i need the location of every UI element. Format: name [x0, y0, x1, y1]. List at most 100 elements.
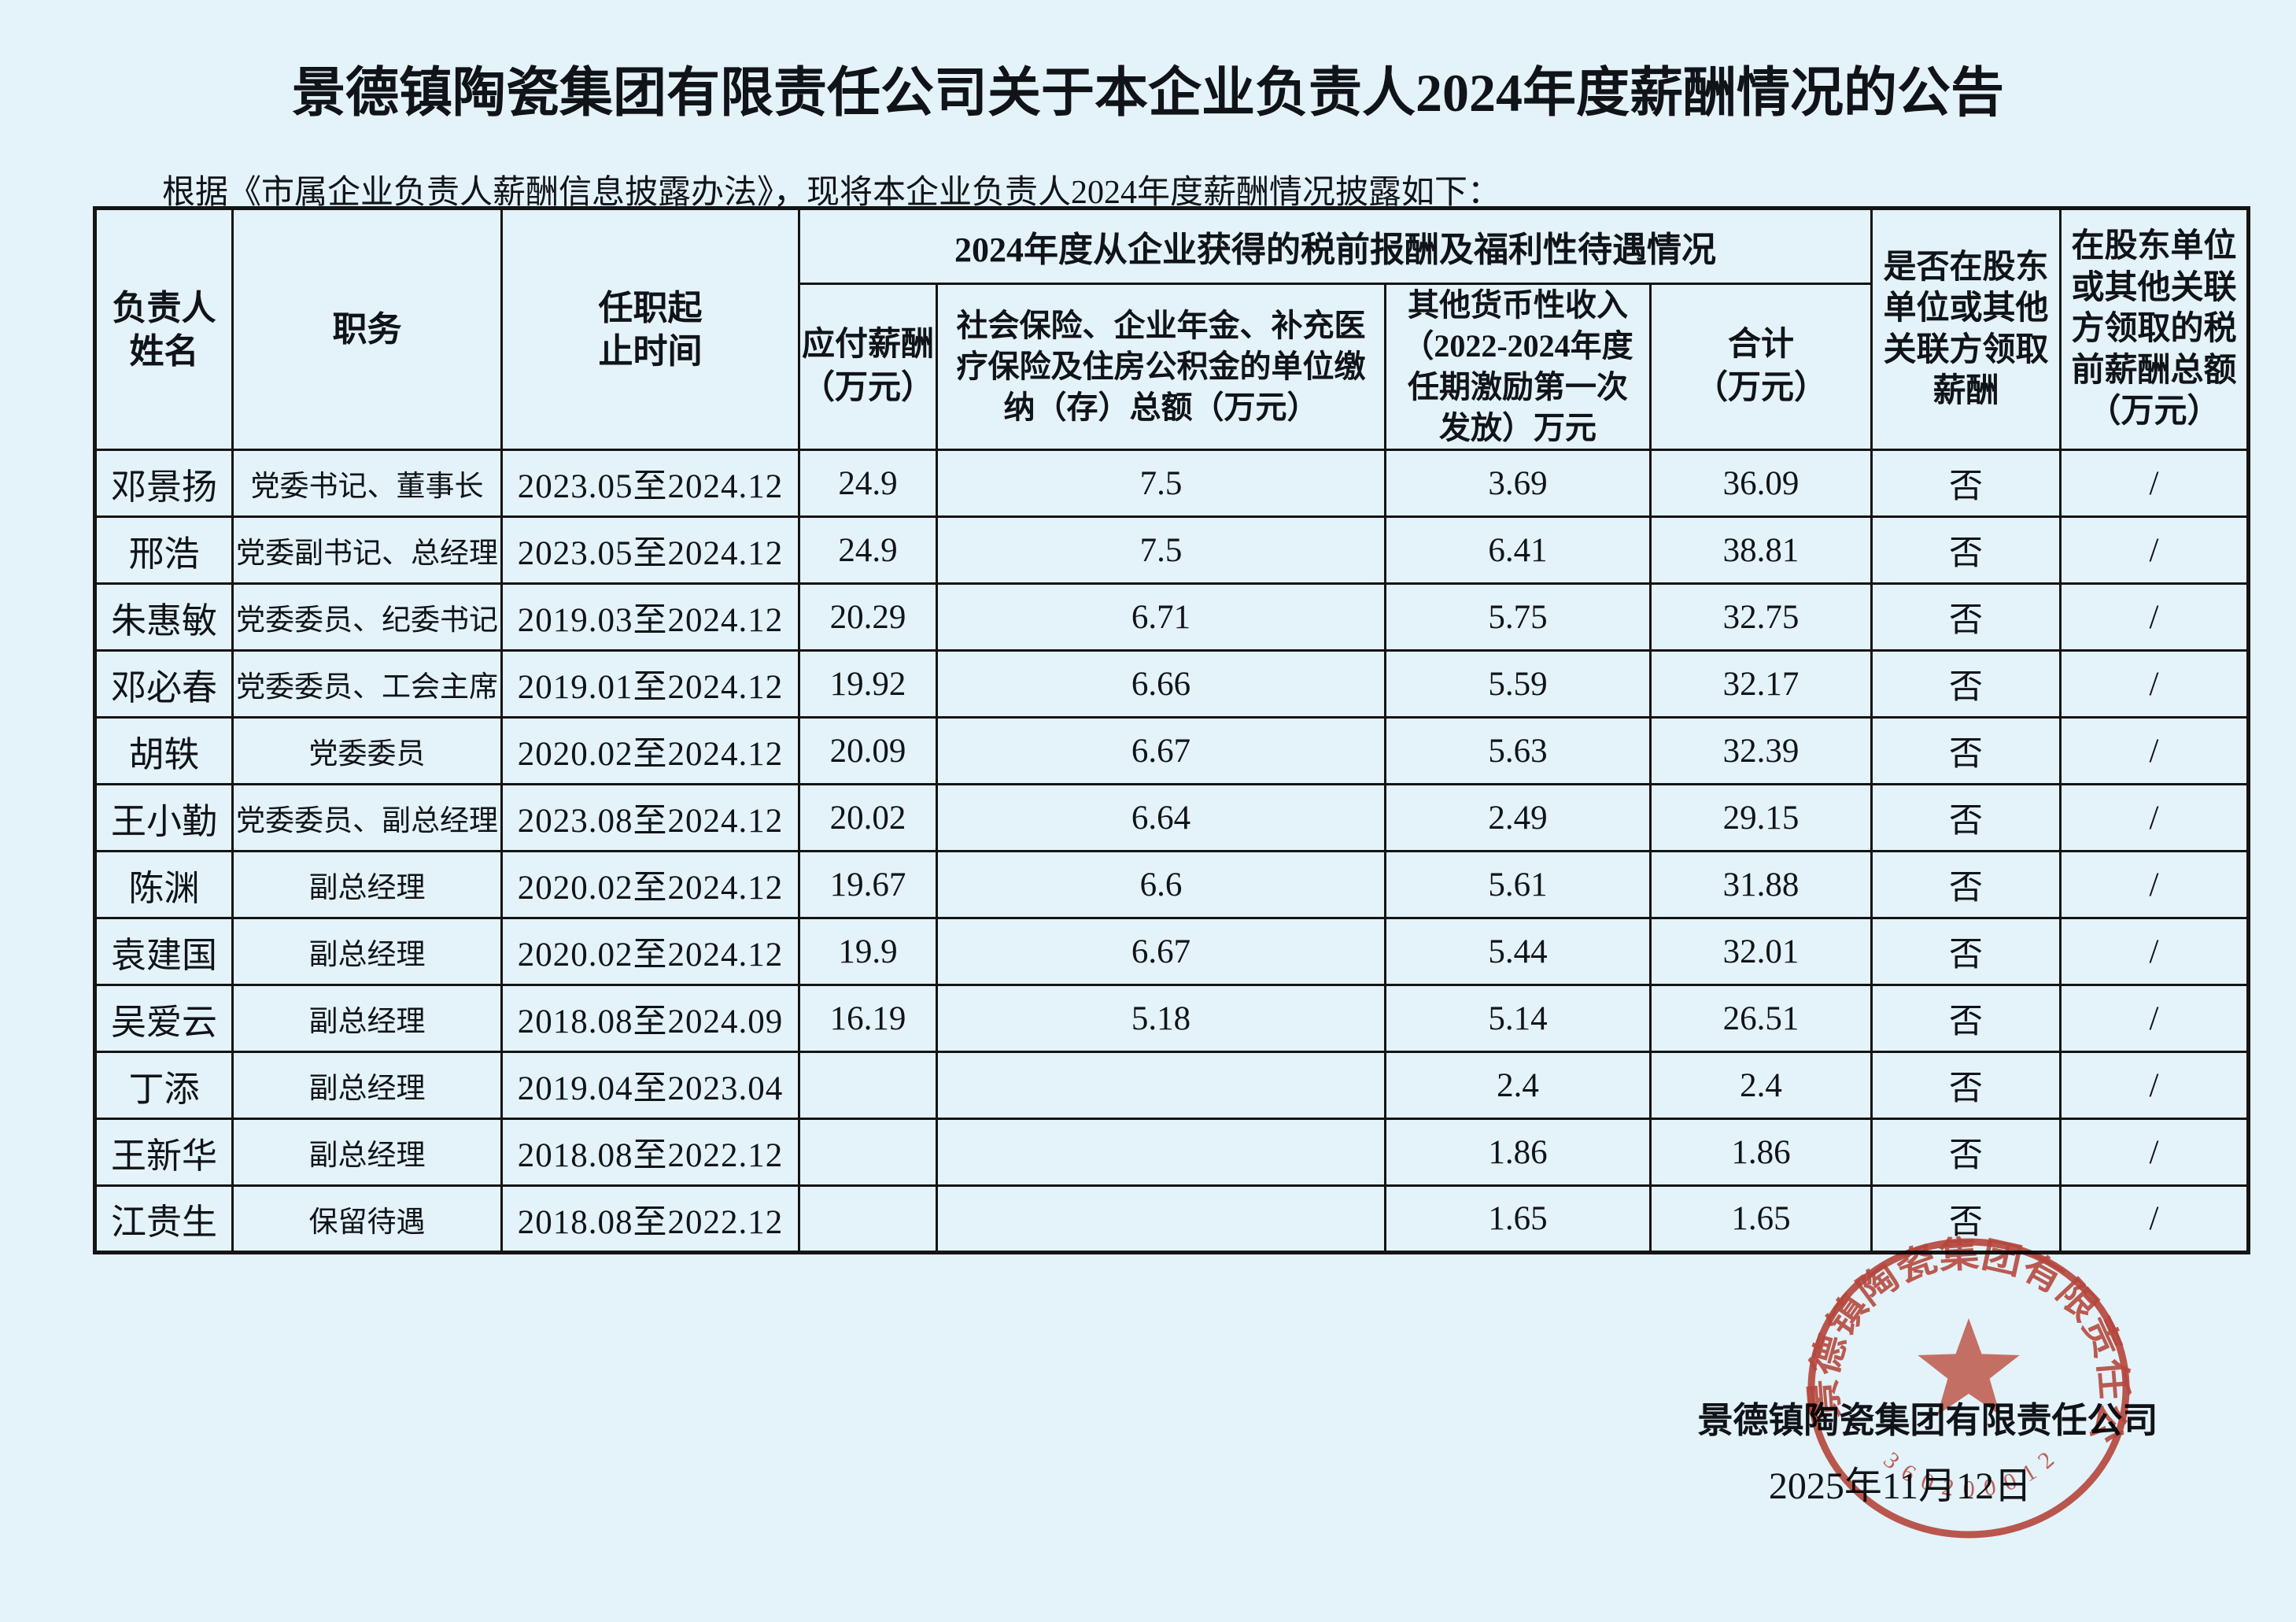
signature-date: 2025年11月12日 [1768, 1465, 2032, 1507]
header-position: 职务 [231, 207, 503, 451]
cell-shareholder-amount: / [2059, 850, 2250, 919]
header-row-sub: 应付薪酬 （万元） 社会保险、企业年金、补充医 疗保险及住房公积金的单位缴 纳（… [95, 283, 2249, 451]
cell-other: 5.63 [1384, 716, 1652, 785]
cell-name: 朱惠敏 [94, 582, 234, 652]
cell-other: 6.41 [1384, 515, 1652, 585]
cell-position: 副总经理 [231, 917, 503, 986]
cell-other: 5.59 [1384, 649, 1652, 719]
cell-position: 党委委员、副总经理 [231, 783, 503, 852]
cell-name: 邓景扬 [94, 449, 234, 518]
cell-position: 党委委员、工会主席 [231, 649, 503, 719]
cell-position: 保留待遇 [231, 1184, 503, 1254]
cell-insurance: 6.64 [936, 783, 1386, 852]
cell-name: 江贵生 [94, 1184, 234, 1254]
cell-other: 2.49 [1384, 783, 1652, 852]
cell-insurance: 5.18 [936, 984, 1386, 1053]
cell-shareholder-amount: / [2059, 1051, 2250, 1120]
cell-from-shareholder: 否 [1870, 984, 2062, 1053]
cell-total: 31.88 [1649, 850, 1873, 919]
cell-total: 1.86 [1649, 1118, 1873, 1187]
cell-insurance: 6.71 [936, 582, 1386, 652]
cell-name: 丁添 [94, 1051, 234, 1120]
cell-total: 29.15 [1649, 783, 1873, 852]
cell-insurance: 6.67 [936, 917, 1386, 986]
cell-other: 2.4 [1384, 1051, 1652, 1120]
table-row: 朱惠敏 党委委员、纪委书记 2019.03至2024.12 20.29 6.71… [94, 582, 2250, 652]
cell-other: 1.65 [1384, 1184, 1652, 1254]
seal-ring [1807, 1238, 2130, 1539]
cell-shareholder-amount: / [2059, 515, 2250, 585]
cell-total: 32.75 [1649, 582, 1873, 652]
table-row: 邓必春 党委委员、工会主席 2019.01至2024.12 19.92 6.66… [94, 649, 2250, 719]
cell-position: 党委书记、董事长 [231, 449, 503, 518]
cell-from-shareholder: 否 [1870, 515, 2062, 585]
cell-other: 5.14 [1384, 984, 1652, 1053]
cell-insurance [936, 1051, 1386, 1120]
header-insurance: 社会保险、企业年金、补充医 疗保险及住房公积金的单位缴 纳（存）总额（万元） [936, 283, 1386, 451]
cell-name: 胡轶 [94, 716, 234, 785]
cell-name: 袁建国 [94, 917, 234, 986]
cell-name: 邓必春 [94, 649, 234, 719]
cell-total: 38.81 [1649, 515, 1873, 585]
cell-other: 3.69 [1384, 449, 1652, 518]
cell-salary: 19.92 [798, 649, 938, 719]
header-salary: 应付薪酬 （万元） [798, 283, 938, 451]
table-row: 吴爱云 副总经理 2018.08至2024.09 16.19 5.18 5.14… [94, 984, 2250, 1053]
table-row: 陈渊 副总经理 2020.02至2024.12 19.67 6.6 5.61 3… [94, 850, 2250, 919]
cell-tenure: 2020.02至2024.12 [500, 716, 800, 785]
cell-insurance [936, 1118, 1386, 1187]
cell-shareholder-amount: / [2059, 917, 2250, 986]
table-row: 江贵生 保留待遇 2018.08至2022.12 1.65 1.65 否 / [94, 1184, 2250, 1254]
cell-salary: 20.02 [798, 783, 938, 852]
cell-position: 党委委员、纪委书记 [231, 582, 503, 652]
cell-name: 邢浩 [94, 515, 234, 585]
cell-other: 1.86 [1384, 1118, 1652, 1187]
cell-salary: 20.09 [798, 716, 938, 785]
table-row: 邓景扬 党委书记、董事长 2023.05至2024.12 24.9 7.5 3.… [94, 449, 2250, 518]
company-seal: 景德镇陶瓷集团有限责任公司 36020001240 [1796, 1234, 2134, 1539]
cell-salary [798, 1184, 938, 1254]
cell-other: 5.44 [1384, 917, 1652, 986]
cell-insurance: 6.66 [936, 649, 1386, 719]
cell-total: 36.09 [1649, 449, 1873, 518]
cell-tenure: 2020.02至2024.12 [500, 917, 800, 986]
cell-shareholder-amount: / [2059, 649, 2250, 719]
header-shareholder-amount: 在股东单位 或其他关联 方领取的税 前薪酬总额 （万元） [2059, 207, 2250, 451]
cell-tenure: 2019.03至2024.12 [500, 582, 800, 652]
cell-from-shareholder: 否 [1870, 716, 2062, 785]
cell-total: 26.51 [1649, 984, 1873, 1053]
table-row: 邢浩 党委副书记、总经理 2023.05至2024.12 24.9 7.5 6.… [94, 515, 2250, 585]
cell-from-shareholder: 否 [1870, 649, 2062, 719]
cell-other: 5.61 [1384, 850, 1652, 919]
cell-salary: 20.29 [798, 582, 938, 652]
cell-insurance: 7.5 [936, 449, 1386, 518]
cell-insurance [936, 1184, 1386, 1254]
cell-name: 陈渊 [94, 850, 234, 919]
cell-insurance: 7.5 [936, 515, 1386, 585]
cell-shareholder-amount: / [2059, 716, 2250, 785]
cell-from-shareholder: 否 [1870, 1118, 2062, 1187]
cell-total: 32.01 [1649, 917, 1873, 986]
cell-total: 32.17 [1649, 649, 1873, 719]
cell-shareholder-amount: / [2059, 1118, 2250, 1187]
table-row: 丁添 副总经理 2019.04至2023.04 2.4 2.4 否 / [94, 1051, 2250, 1120]
table-row: 王新华 副总经理 2018.08至2022.12 1.86 1.86 否 / [94, 1118, 2250, 1187]
cell-shareholder-amount: / [2059, 783, 2250, 852]
cell-tenure: 2018.08至2022.12 [500, 1184, 800, 1254]
cell-salary: 24.9 [798, 515, 938, 585]
cell-tenure: 2018.08至2022.12 [500, 1118, 800, 1187]
header-other-income: 其他货币性收入 （2022-2024年度 任期激励第一次 发放）万元 [1384, 283, 1652, 451]
cell-tenure: 2018.08至2024.09 [500, 984, 800, 1053]
cell-tenure: 2020.02至2024.12 [500, 850, 800, 919]
header-name: 负责人 姓名 [94, 207, 234, 451]
cell-salary: 19.9 [798, 917, 938, 986]
cell-from-shareholder: 否 [1870, 449, 2062, 518]
header-from-shareholder: 是否在股东 单位或其他 关联方领取 薪酬 [1870, 207, 2062, 451]
header-row-group: 负责人 姓名 职务 任职起 止时间 2024年度从企业获得的税前报酬及福利性待遇… [94, 207, 2250, 451]
signature-company: 景德镇陶瓷集团有限责任公司 [1697, 1401, 2158, 1440]
seal-star-icon [1918, 1318, 2020, 1415]
cell-position: 党委委员 [231, 716, 503, 785]
cell-position: 副总经理 [231, 1051, 503, 1120]
header-compensation-group: 2024年度从企业获得的税前报酬及福利性待遇情况 [798, 207, 1873, 285]
